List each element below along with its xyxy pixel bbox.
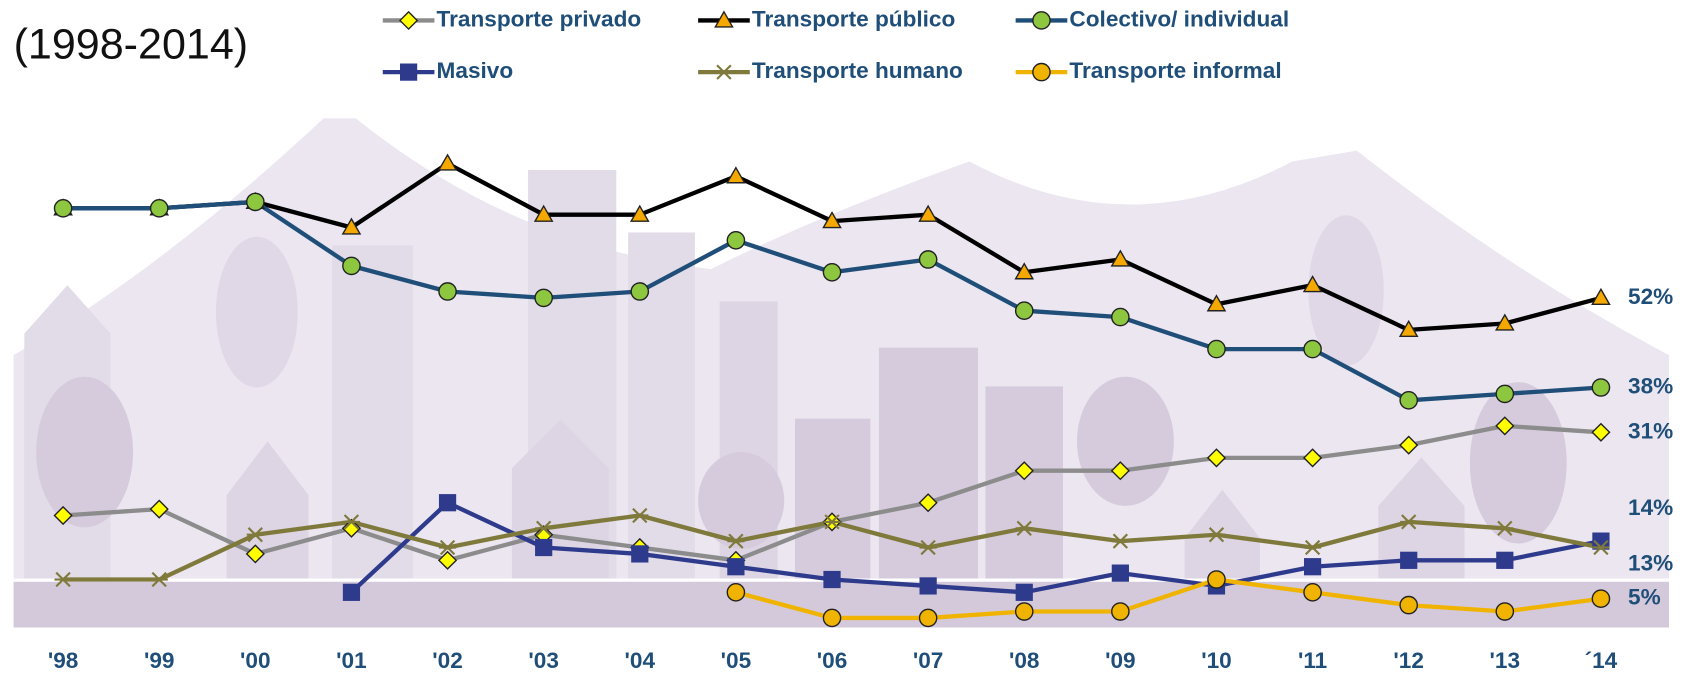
data-point <box>1400 552 1417 569</box>
data-point <box>439 155 456 170</box>
data-point <box>439 283 456 300</box>
data-label: 52% <box>1628 284 1673 309</box>
chart-title: (1998-2014) <box>14 21 249 69</box>
x-tick-label: '02 <box>432 648 463 673</box>
data-point <box>1208 571 1225 588</box>
data-point <box>1496 603 1513 620</box>
legend: Transporte privado Transporte público Cole… <box>383 6 1289 83</box>
data-point <box>343 584 360 601</box>
data-label: 13% <box>1628 551 1673 576</box>
data-point <box>823 571 840 588</box>
chart: (1998-2014) Transporte privadoTransporte… <box>0 0 1689 677</box>
x-tick-label: '03 <box>528 648 559 673</box>
x-tick-label: '98 <box>48 648 79 673</box>
x-tick-label: '06 <box>817 648 848 673</box>
x-tick-label: '99 <box>144 648 175 673</box>
data-point <box>1592 379 1609 396</box>
x-tick-label: ´14 <box>1585 648 1618 673</box>
data-point <box>1304 558 1321 575</box>
x-tick-label: '09 <box>1105 648 1136 673</box>
data-point <box>1112 603 1129 620</box>
data-point <box>631 283 648 300</box>
x-tick-label: '05 <box>721 648 752 673</box>
data-point <box>439 494 456 511</box>
legend-label: Transporte privado <box>437 6 642 31</box>
data-label: 5% <box>1628 585 1661 610</box>
legend-label: Transporte humano <box>752 58 963 83</box>
legend-label: Colectivo/ individual <box>1069 6 1289 31</box>
x-tick-label: '10 <box>1201 648 1232 673</box>
x-tick-label: '07 <box>913 648 944 673</box>
legend-marker <box>1033 12 1050 29</box>
x-tick-label: '13 <box>1490 648 1521 673</box>
data-point <box>823 609 840 626</box>
data-point <box>727 232 744 249</box>
data-point <box>1112 565 1129 582</box>
data-point <box>1496 552 1513 569</box>
data-point <box>1304 584 1321 601</box>
legend-marker <box>400 64 417 81</box>
x-tick-label: '04 <box>625 648 656 673</box>
x-tick-label: '00 <box>240 648 271 673</box>
legend-marker <box>400 12 417 29</box>
x-tick-label: '11 <box>1298 648 1327 673</box>
data-label: 14% <box>1628 495 1673 520</box>
data-point <box>1400 597 1417 614</box>
data-point <box>1112 308 1129 325</box>
data-point <box>343 257 360 274</box>
data-point <box>631 545 648 562</box>
data-point <box>151 200 168 217</box>
data-point <box>1304 340 1321 357</box>
x-tick-label: '12 <box>1393 648 1424 673</box>
x-tick-label: '08 <box>1009 648 1040 673</box>
legend-label: Transporte informal <box>1069 58 1281 83</box>
data-point <box>1592 590 1609 607</box>
data-point <box>1016 603 1033 620</box>
data-point <box>1016 584 1033 601</box>
data-label: 31% <box>1628 418 1673 443</box>
x-tick-label: '01 <box>336 648 367 673</box>
legend-label: Transporte público <box>752 6 955 31</box>
data-point <box>54 200 71 217</box>
data-point <box>920 609 937 626</box>
data-point <box>535 539 552 556</box>
legend-label: Masivo <box>437 58 514 83</box>
data-point <box>727 168 744 183</box>
data-point <box>823 264 840 281</box>
data-point <box>1400 392 1417 409</box>
data-label: 38% <box>1628 373 1673 398</box>
data-point <box>920 251 937 268</box>
data-point <box>1496 385 1513 402</box>
data-point <box>920 577 937 594</box>
data-point <box>247 193 264 210</box>
data-point <box>727 584 744 601</box>
data-point <box>727 558 744 575</box>
legend-marker <box>1033 64 1050 81</box>
data-point <box>1592 289 1609 304</box>
data-point <box>1016 302 1033 319</box>
data-point <box>1208 340 1225 357</box>
legend-marker <box>715 65 732 79</box>
data-point <box>535 289 552 306</box>
